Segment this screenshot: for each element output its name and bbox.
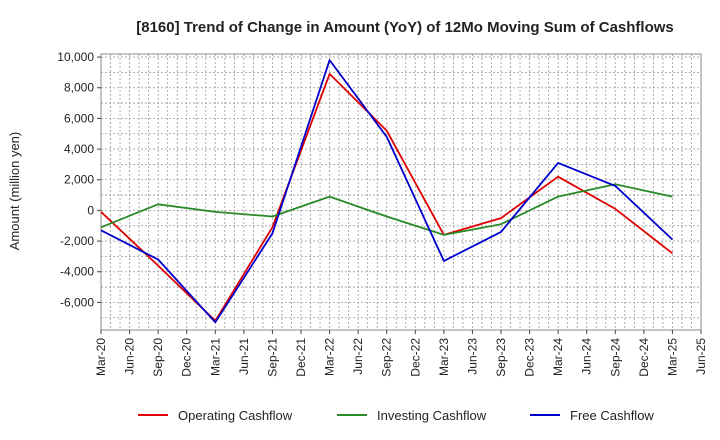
chart-title: [8160] Trend of Change in Amount (YoY) o… <box>136 19 674 36</box>
x-tick-label: Mar-22 <box>323 338 337 376</box>
y-tick-label: 6,000 <box>64 111 94 125</box>
legend-label-investing-cashflow: Investing Cashflow <box>377 408 487 423</box>
x-tick-label: Dec-22 <box>408 338 422 377</box>
x-tick-label: Mar-25 <box>665 338 679 376</box>
x-tick-label: Jun-22 <box>351 338 365 375</box>
legend: Operating Cashflow Investing Cashflow Free… <box>138 408 654 423</box>
y-tick-label: -6,000 <box>60 295 94 309</box>
y-tick-label: 0 <box>87 203 94 217</box>
x-tick-label: Jun-24 <box>580 338 594 375</box>
x-tick-label: Sep-22 <box>380 338 394 377</box>
y-tick-label: -2,000 <box>60 234 94 248</box>
grid <box>101 54 701 330</box>
x-tick-label: Sep-21 <box>265 338 279 377</box>
x-tick-label: Mar-21 <box>208 338 222 376</box>
series <box>100 59 674 324</box>
x-ticks: Mar-20 Jun-20 Sep-20 Dec-20 Mar-21 Jun-21 Sep-… <box>94 330 708 377</box>
series-line-free-cashflow <box>100 59 674 324</box>
x-tick-label: Sep-24 <box>608 338 622 377</box>
y-tick-label: 2,000 <box>64 173 94 187</box>
x-tick-label: Jun-21 <box>237 338 251 375</box>
x-tick-label: Mar-20 <box>94 338 108 376</box>
x-tick-label: Sep-23 <box>494 338 508 377</box>
y-axis-label: Amount (million yen) <box>7 132 22 251</box>
series-line-investing-cashflow <box>100 183 673 236</box>
plot-frame <box>100 53 702 331</box>
x-tick-label: Dec-23 <box>523 338 537 377</box>
legend-label-free-cashflow: Free Cashflow <box>570 408 654 423</box>
x-tick-label: Mar-24 <box>551 338 565 376</box>
x-tick-label: Dec-21 <box>294 338 308 377</box>
x-tick-label: Dec-24 <box>637 338 651 377</box>
y-ticks: 10,000 8,000 6,000 4,000 2,000 0 -2,000 -4,000 -… <box>57 50 101 309</box>
x-tick-label: Dec-20 <box>180 338 194 377</box>
legend-label-operating-cashflow: Operating Cashflow <box>178 408 293 423</box>
x-tick-label: Jun-25 <box>694 338 708 375</box>
y-tick-label: 10,000 <box>57 50 94 64</box>
y-tick-label: -4,000 <box>60 265 94 279</box>
x-tick-label: Mar-23 <box>437 338 451 376</box>
x-tick-label: Sep-20 <box>151 338 165 377</box>
x-tick-label: Jun-20 <box>123 338 137 375</box>
x-tick-label: Jun-23 <box>465 338 479 375</box>
y-tick-label: 4,000 <box>64 142 94 156</box>
y-tick-label: 8,000 <box>64 81 94 95</box>
